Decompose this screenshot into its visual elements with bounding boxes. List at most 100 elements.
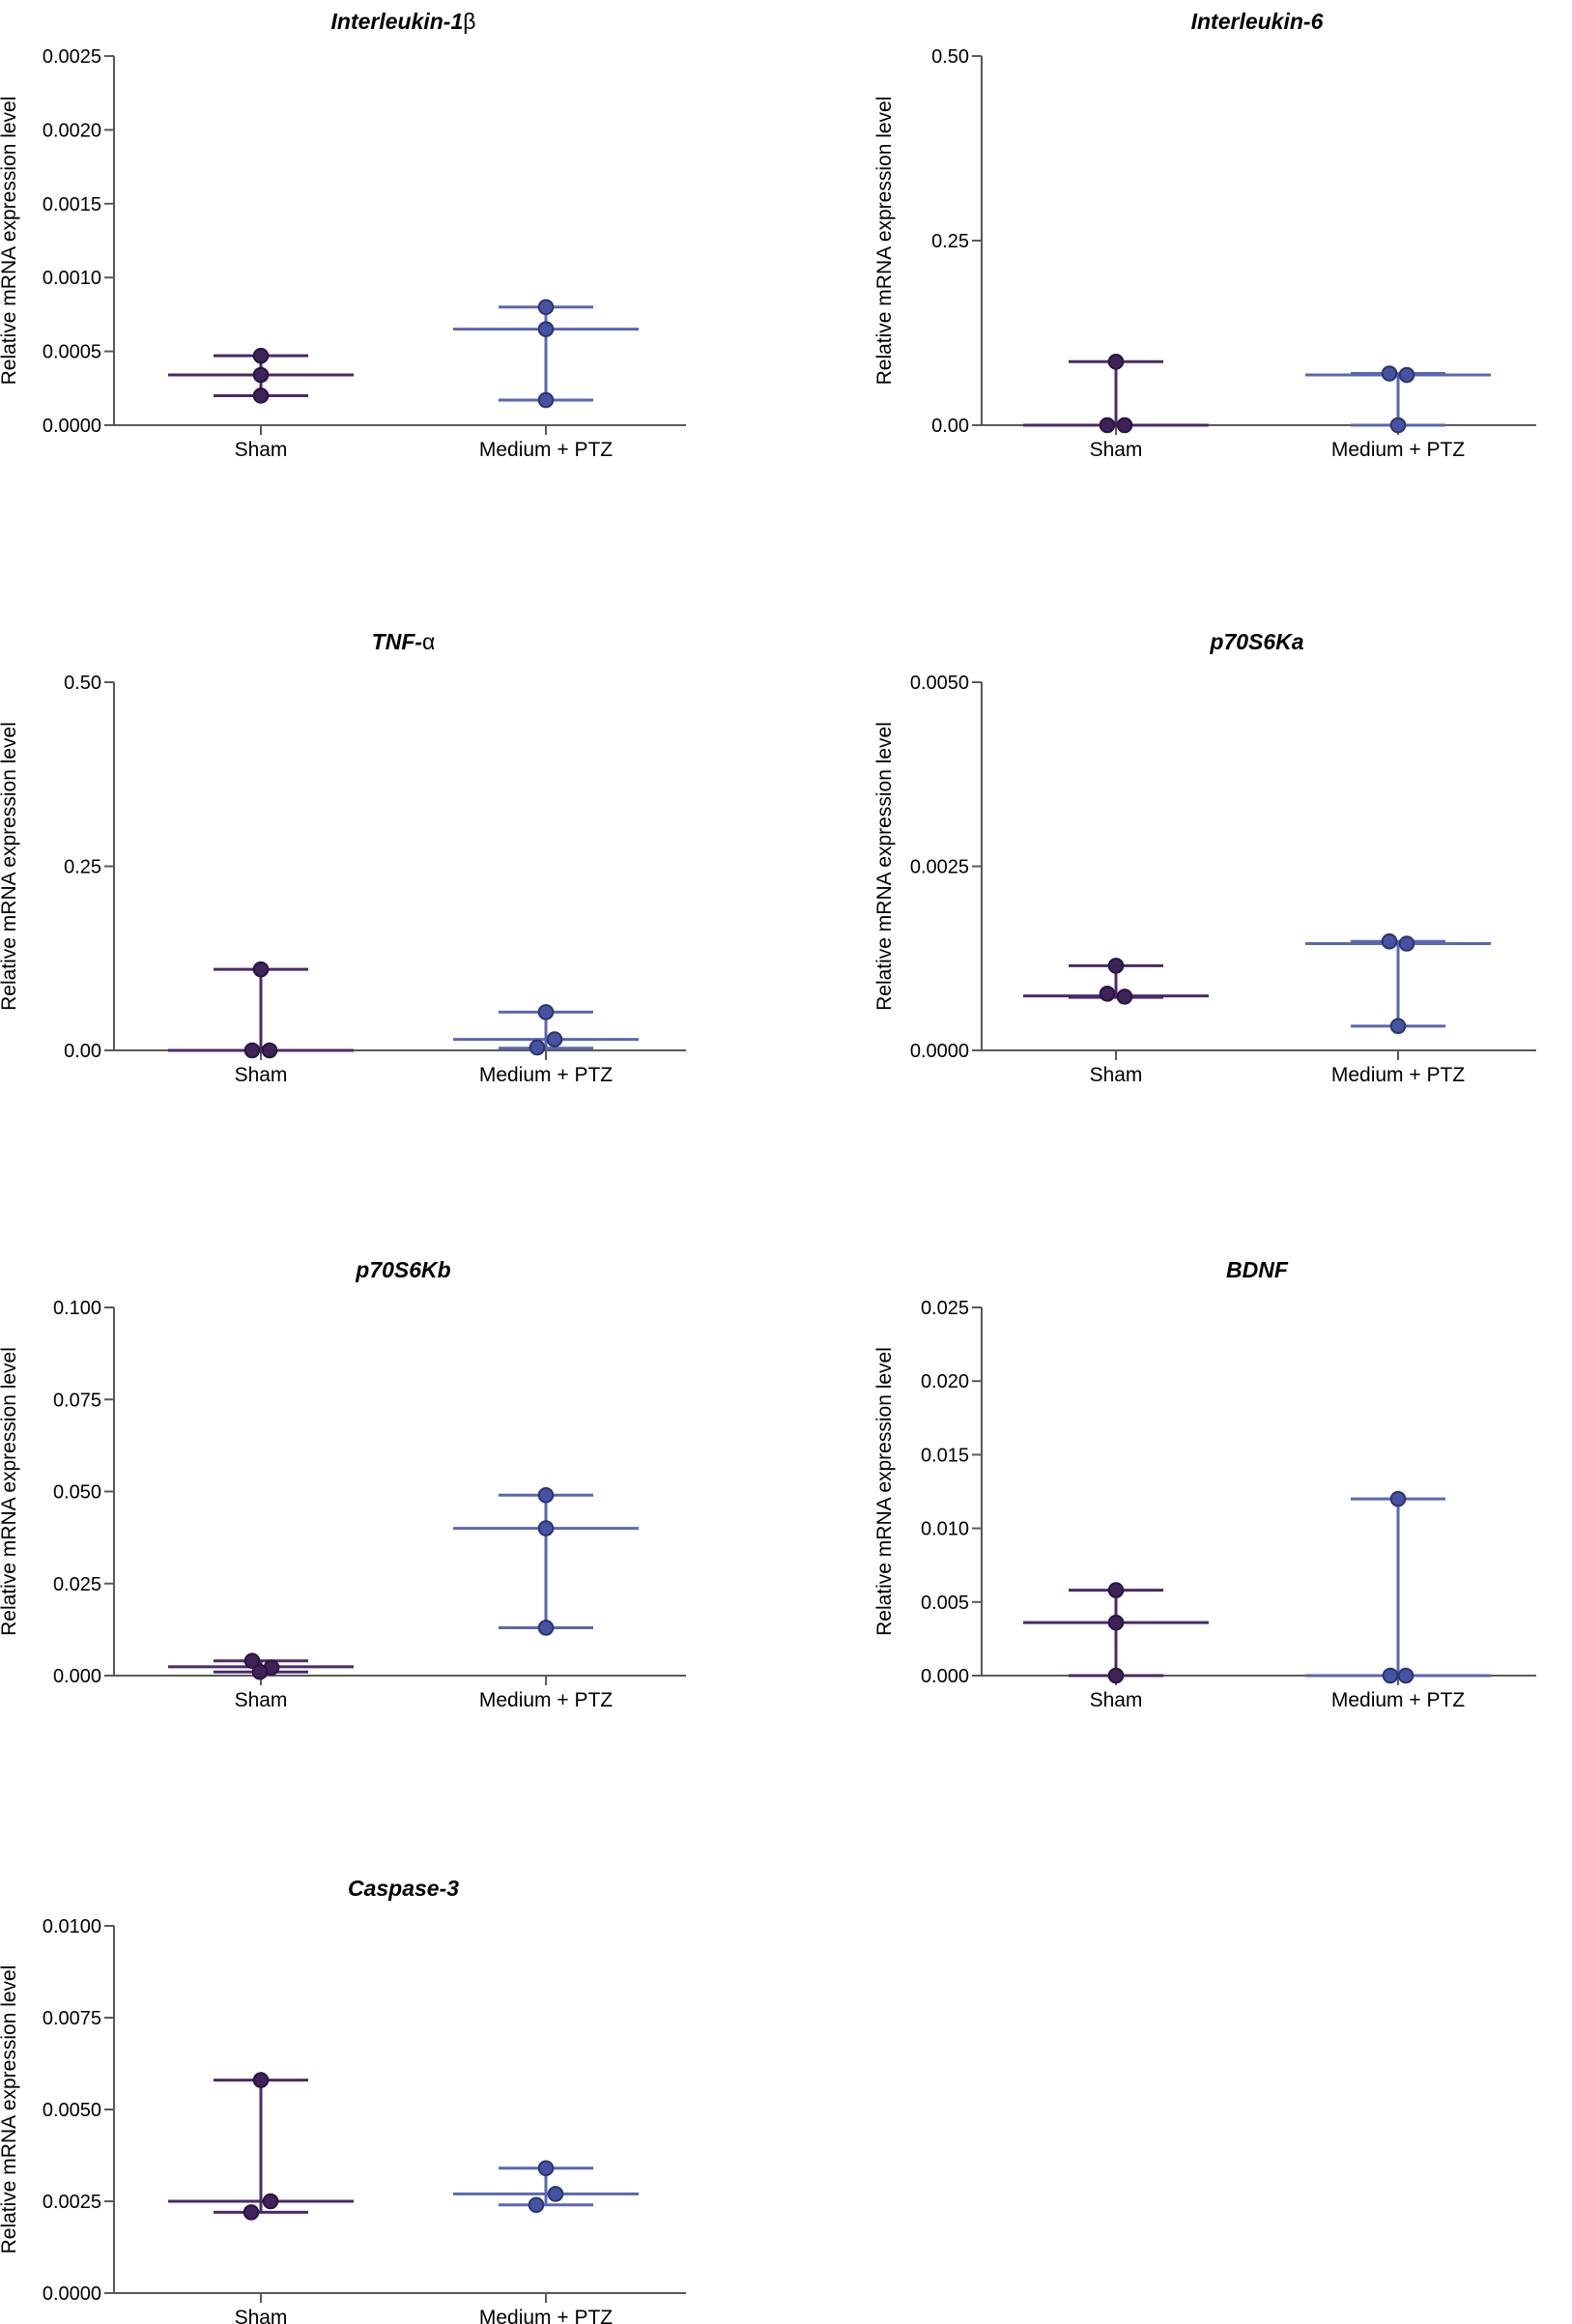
y-tick-label: 0.0050 [910, 673, 969, 694]
series-sham [1023, 353, 1209, 434]
series-medium-ptz [1305, 365, 1491, 434]
y-axis-label: Relative mRNA expression level [0, 722, 20, 1011]
x-tick-label: Medium + PTZ [479, 2307, 613, 2324]
series-medium-ptz [453, 2160, 639, 2214]
data-point [1389, 1490, 1407, 1507]
data-point [537, 391, 555, 409]
chart-title: p70S6Kb [355, 1257, 450, 1282]
x-tick-label: Sham [235, 1064, 288, 1086]
data-point [251, 1663, 269, 1680]
y-tick-label: 0.50 [64, 673, 101, 694]
y-tick-label: 0.0005 [43, 342, 101, 363]
data-point [537, 2160, 555, 2177]
series-medium-ptz [453, 1004, 639, 1056]
x-tick-label: Medium + PTZ [479, 1689, 613, 1711]
x-tick-label: Sham [235, 1689, 288, 1711]
series-sham [1023, 1582, 1209, 1684]
y-tick-label: 0.005 [921, 1592, 969, 1614]
series-sham [168, 2072, 354, 2221]
y-tick-label: 0.00 [64, 1041, 101, 1062]
y-axis-label: Relative mRNA expression level [873, 1347, 896, 1636]
chart-title: Interleukin-1β [331, 9, 476, 34]
x-tick-label: Medium + PTZ [1331, 439, 1465, 461]
data-point [262, 2193, 279, 2210]
series-sham [168, 1652, 354, 1680]
y-tick-label: 0.25 [931, 231, 969, 252]
chart-5: p70S6Kb 0.000 0.025 0.050 0.075 0.100 Sham Medi… [0, 1257, 686, 1711]
data-point [1107, 1582, 1125, 1598]
data-point [529, 1039, 546, 1056]
data-point [252, 387, 270, 404]
series-medium-ptz [453, 1487, 639, 1636]
data-point [537, 1520, 555, 1536]
y-tick-label: 0.0025 [43, 2192, 101, 2213]
data-point [537, 1487, 555, 1504]
chart-1: Interleukin-1β 0.0000 0.0005 0.0010 0.0015 0.… [0, 9, 686, 461]
x-tick-label: Sham [235, 439, 288, 461]
y-tick-label: 0.0020 [43, 120, 101, 141]
data-point [1107, 353, 1125, 370]
x-tick-label: Sham [1090, 439, 1143, 461]
y-axis-label: Relative mRNA expression level [0, 97, 20, 386]
data-point [1382, 1667, 1399, 1684]
data-point [546, 1031, 563, 1047]
data-point [537, 1620, 555, 1636]
y-tick-label: 0.0000 [43, 416, 101, 437]
y-tick-label: 0.075 [53, 1390, 101, 1411]
y-axis-label: Relative mRNA expression level [0, 1347, 20, 1636]
chart-6: BDNF 0.000 0.005 0.010 0.015 0.020 0.025 Sham Me… [873, 1257, 1536, 1711]
y-tick-label: 0.025 [53, 1574, 101, 1595]
y-tick-label: 0.100 [53, 1298, 101, 1319]
y-axis-label: Relative mRNA expression level [0, 1965, 20, 2254]
data-point [528, 2196, 545, 2214]
chart-2: Interleukin-6 0.00 0.25 0.50 Sham Medium + PT… [873, 9, 1536, 461]
y-tick-label: 0.025 [921, 1298, 969, 1319]
data-point [1389, 1018, 1407, 1035]
y-tick-label: 0.015 [921, 1445, 969, 1466]
data-point [1107, 958, 1125, 974]
chart-3: TNF-α 0.00 0.25 0.50 Sham Medium + PTZ Relativ… [0, 629, 686, 1086]
y-tick-label: 0.25 [64, 857, 101, 878]
data-point [252, 2072, 270, 2088]
data-point [252, 961, 270, 978]
y-tick-label: 0.0000 [910, 1041, 969, 1062]
data-point [252, 347, 270, 364]
y-tick-label: 0.0015 [43, 194, 101, 215]
data-point [1107, 1614, 1125, 1631]
y-tick-label: 0.000 [53, 1666, 101, 1687]
data-point [547, 2186, 564, 2202]
data-point [243, 2204, 260, 2221]
x-tick-label: Medium + PTZ [479, 1064, 613, 1086]
y-tick-label: 0.050 [53, 1482, 101, 1504]
data-point [1099, 986, 1116, 1002]
data-point [1116, 416, 1133, 434]
y-tick-label: 0.0025 [910, 857, 969, 878]
data-point [1397, 1667, 1415, 1684]
y-tick-label: 0.0050 [43, 2100, 101, 2121]
series-medium-ptz [453, 299, 639, 409]
chart-title: p70S6Ka [1209, 629, 1303, 654]
y-tick-label: 0.0025 [43, 46, 101, 68]
chart-title: Caspase-3 [348, 1876, 459, 1901]
series-sham [168, 961, 354, 1059]
chart-4: p70S6Ka 0.0000 0.0025 0.0050 Sham Medium + PT… [873, 629, 1536, 1086]
x-tick-label: Sham [1090, 1064, 1143, 1086]
y-axis-label: Relative mRNA expression level [873, 722, 896, 1011]
y-tick-label: 0.00 [931, 416, 969, 437]
data-point [1389, 416, 1407, 434]
x-tick-label: Sham [1090, 1689, 1143, 1711]
data-point [537, 299, 555, 316]
data-point [1099, 416, 1116, 434]
chart-title: TNF-α [372, 629, 436, 654]
y-tick-label: 0.0075 [43, 2008, 101, 2029]
data-point [1381, 932, 1398, 950]
series-medium-ptz [1305, 1490, 1491, 1684]
y-tick-label: 0.0100 [43, 1916, 101, 1937]
data-point [252, 366, 270, 384]
data-point [1381, 365, 1398, 382]
y-tick-label: 0.50 [931, 46, 969, 68]
data-point [243, 1042, 261, 1059]
x-tick-label: Medium + PTZ [1331, 1689, 1465, 1711]
chart-7: Caspase-3 0.0000 0.0025 0.0050 0.0075 0.0100 S… [0, 1876, 686, 2324]
